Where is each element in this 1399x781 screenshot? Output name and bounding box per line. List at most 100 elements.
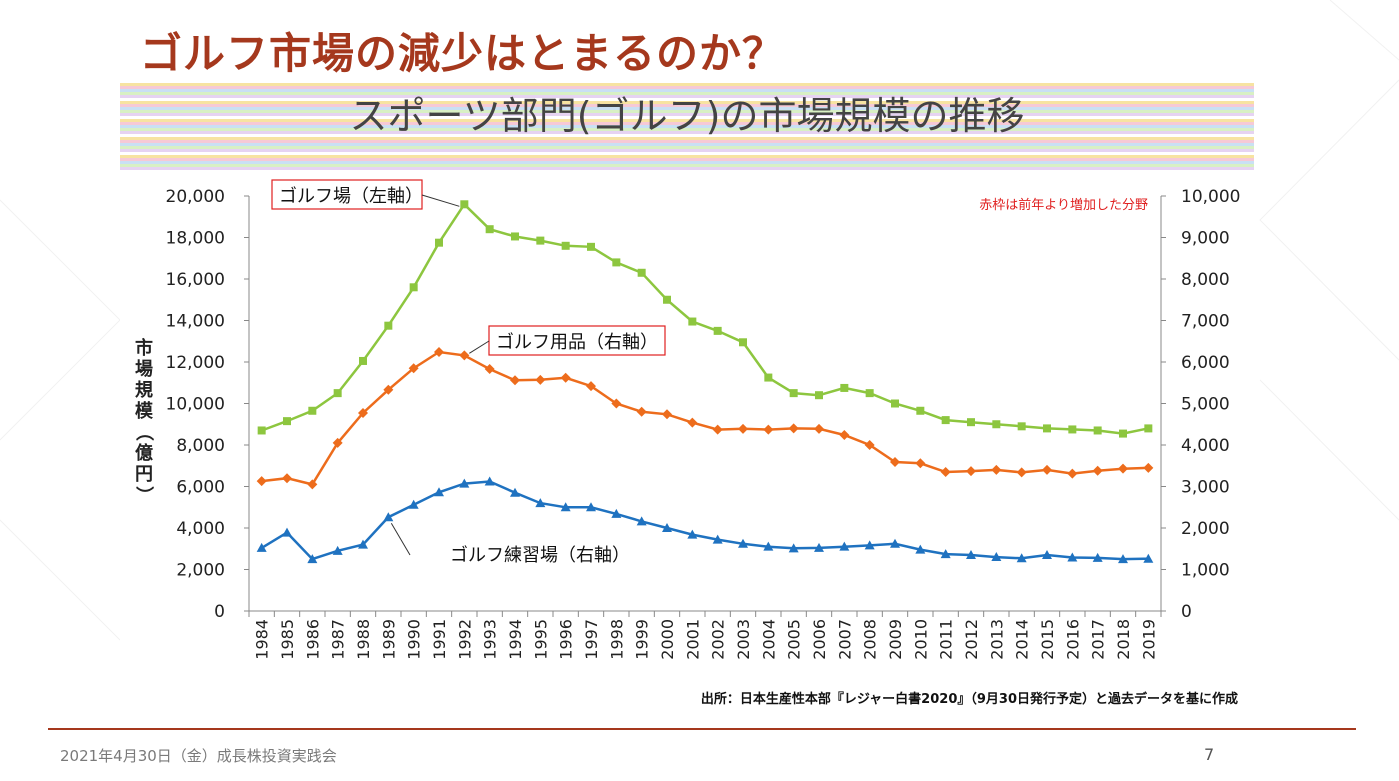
x-tick-label: 2014 xyxy=(1013,619,1032,660)
data-point-square xyxy=(764,373,773,382)
data-point-square xyxy=(511,232,519,241)
data-point-diamond xyxy=(966,466,976,477)
data-point-triangle xyxy=(1016,553,1027,563)
left-y-tick-label: 4,000 xyxy=(176,519,225,539)
right-y-tick-label: 6,000 xyxy=(1181,353,1230,373)
data-point-square xyxy=(815,391,823,400)
data-point-square xyxy=(435,238,443,247)
left-y-tick-label: 0 xyxy=(214,602,225,622)
left-y-tick-label: 8,000 xyxy=(176,436,225,456)
data-point-triangle xyxy=(738,538,748,548)
data-point-triangle xyxy=(788,543,799,553)
x-tick-label: 2017 xyxy=(1089,619,1108,660)
right-y-tick-label: 10,000 xyxy=(1181,187,1240,207)
y-axis-label-char: ） xyxy=(133,486,154,504)
left-y-tick-label: 12,000 xyxy=(166,353,225,373)
data-point-triangle xyxy=(864,540,875,550)
data-point-square xyxy=(283,417,291,426)
left-y-tick-label: 6,000 xyxy=(176,478,225,498)
data-point-diamond xyxy=(484,364,495,375)
x-tick-label: 2019 xyxy=(1139,619,1158,660)
right-y-tick-label: 7,000 xyxy=(1181,312,1230,332)
data-point-diamond xyxy=(358,408,368,419)
data-point-diamond xyxy=(434,347,444,358)
y-axis-label-char: 円 xyxy=(135,464,153,485)
golf-course-leader-line xyxy=(421,194,460,207)
y-axis-label-char: 模 xyxy=(135,400,154,422)
golf-goods-label-box xyxy=(488,325,666,356)
right-y-tick-label: 0 xyxy=(1181,602,1192,622)
data-point-triangle xyxy=(611,508,622,518)
right-y-tick-label: 9,000 xyxy=(1181,229,1230,249)
data-point-diamond xyxy=(763,424,774,435)
series-line xyxy=(261,350,1149,486)
data-point-triangle xyxy=(1143,553,1154,563)
data-point-square xyxy=(840,383,849,392)
data-point-diamond xyxy=(510,375,520,386)
data-point-diamond xyxy=(788,423,799,434)
data-point-triangle xyxy=(535,498,546,508)
data-point-diamond xyxy=(611,398,622,409)
data-point-square xyxy=(992,420,1001,429)
chart-area: 0 2,000 4,000 6,000 8,000 10,000 12,000 14,000 1… xyxy=(120,171,1254,711)
x-tick-label: 2012 xyxy=(962,619,981,660)
x-tick-label: 2010 xyxy=(911,619,930,660)
x-tick-label: 1998 xyxy=(607,619,626,660)
x-tick-label: 1997 xyxy=(582,619,601,660)
data-point-triangle xyxy=(1067,552,1078,562)
data-point-diamond xyxy=(383,384,394,395)
data-point-triangle xyxy=(662,523,672,532)
x-tick-label: 1994 xyxy=(506,619,525,660)
data-point-diamond xyxy=(662,409,672,420)
data-point-diamond xyxy=(1118,463,1128,474)
y-axis-label-char: 規 xyxy=(135,380,153,401)
data-point-square xyxy=(612,258,621,267)
data-point-square xyxy=(257,426,266,435)
data-point-diamond xyxy=(991,464,1002,475)
data-point-square xyxy=(561,241,570,250)
data-point-diamond xyxy=(712,424,723,435)
golf-course-label-box xyxy=(271,179,423,210)
slide-title: ゴルフ市場の減少はとまるのか？ xyxy=(140,29,786,78)
data-point-square xyxy=(739,338,747,347)
data-point-triangle xyxy=(408,499,419,509)
x-tick-label: 1993 xyxy=(481,619,500,660)
data-point-triangle xyxy=(1092,552,1103,562)
golf-goods-legend-label: ゴルフ用品（右軸） xyxy=(496,332,658,353)
data-point-triangle xyxy=(966,549,976,559)
data-point-square xyxy=(941,416,950,425)
x-tick-label: 2018 xyxy=(1114,619,1133,660)
x-tick-label: 2013 xyxy=(987,619,1006,660)
data-point-triangle xyxy=(586,502,596,512)
data-point-square xyxy=(1017,422,1026,431)
right-y-tick-label: 2,000 xyxy=(1181,519,1230,539)
market-size-line-chart: 0 2,000 4,000 6,000 8,000 10,000 12,000 14,000 1… xyxy=(133,179,1240,707)
data-point-diamond xyxy=(1016,467,1027,478)
x-tick-label: 2011 xyxy=(937,619,956,660)
data-point-triangle xyxy=(358,539,368,549)
data-point-triangle xyxy=(712,534,723,544)
footer-date: 2021年4月30日（金）成長株投資実践会 xyxy=(60,747,337,765)
data-point-diamond xyxy=(687,417,698,428)
y-axis-label-char: 億 xyxy=(135,442,153,464)
data-point-diamond xyxy=(560,372,571,383)
left-y-tick-label: 20,000 xyxy=(166,187,225,207)
x-tick-label: 2005 xyxy=(785,619,804,660)
page-number: 7 xyxy=(1204,745,1215,764)
data-point-diamond xyxy=(332,437,343,448)
data-point-diamond xyxy=(890,457,900,468)
y-axis-label-char: （ xyxy=(133,423,154,441)
x-tick-label: 1996 xyxy=(557,619,576,660)
data-point-square xyxy=(789,389,798,398)
y-axis-label-char: 市 xyxy=(135,337,153,359)
data-point-diamond xyxy=(915,458,926,469)
data-point-triangle xyxy=(1042,549,1052,559)
right-y-tick-label: 1,000 xyxy=(1181,561,1230,581)
data-point-square xyxy=(713,326,722,335)
data-point-diamond xyxy=(586,381,596,392)
data-point-square xyxy=(1093,426,1102,435)
data-point-triangle xyxy=(839,541,850,551)
data-point-triangle xyxy=(687,529,698,539)
chart-note: 赤枠は前年より増加した分野 xyxy=(979,197,1148,213)
right-y-tick-label: 4,000 xyxy=(1181,436,1230,456)
